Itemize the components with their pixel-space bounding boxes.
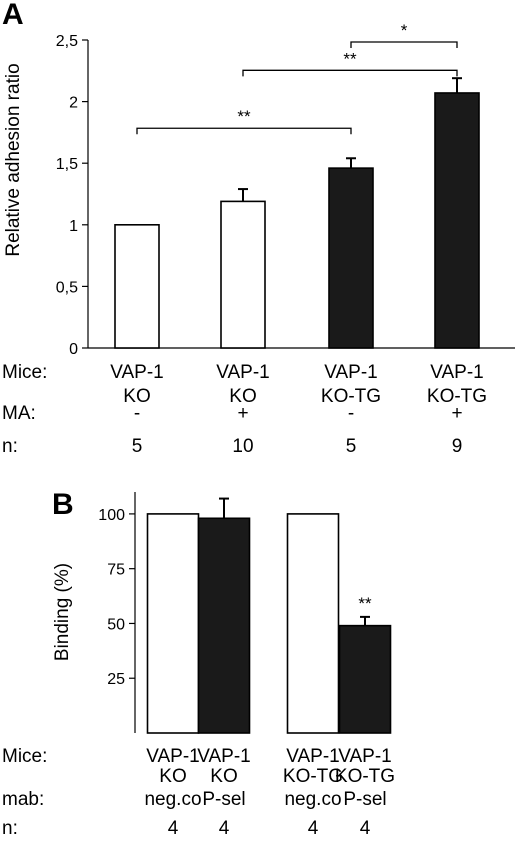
significance-label: * xyxy=(401,21,408,40)
panel-b-letter: B xyxy=(52,488,74,521)
category-label-line2: KO xyxy=(123,386,150,407)
n-value: 4 xyxy=(168,818,179,839)
bar xyxy=(338,624,392,734)
category-label-line1: VAP-1 xyxy=(324,362,378,383)
bar xyxy=(434,92,480,349)
bar-annotation: ** xyxy=(358,594,372,613)
bar xyxy=(197,517,251,734)
category-label-line2: KO-TG xyxy=(335,766,395,787)
bar xyxy=(328,167,374,349)
n-value: 4 xyxy=(219,818,230,839)
category-label-line2: KO-TG xyxy=(427,386,487,407)
mab-value: P-sel xyxy=(343,789,386,810)
y-tick-label: 25 xyxy=(107,671,125,688)
n-value: 4 xyxy=(360,818,371,839)
category-label-line1: VAP-1 xyxy=(430,362,484,383)
panel-b-chart: 255075100VAP-1KOVAP-1KOVAP-1KO-TGVAP-1KO… xyxy=(2,492,395,839)
n-value: 10 xyxy=(232,436,253,457)
ma-value: - xyxy=(348,403,354,424)
ma-value: - xyxy=(134,403,140,424)
y-tick-label: 2 xyxy=(69,95,78,112)
mab-value: neg.co xyxy=(284,789,341,810)
n-value: 9 xyxy=(452,436,463,457)
panel-a-letter: A xyxy=(2,0,24,31)
significance-bracket xyxy=(350,41,458,48)
n-value: 5 xyxy=(132,436,143,457)
significance-bracket xyxy=(242,69,458,77)
category-label-line2: KO xyxy=(229,386,256,407)
category-label-line2: KO-TG xyxy=(321,386,381,407)
y-tick-label: 2,5 xyxy=(56,33,78,50)
category-label-line2: KO-TG xyxy=(283,766,343,787)
category-label-line2: KO xyxy=(159,766,186,787)
ma-row-label: MA: xyxy=(2,403,36,424)
bar xyxy=(286,513,340,734)
y-tick-label: 100 xyxy=(98,507,125,524)
y-tick-label: 0 xyxy=(69,341,78,358)
mab-row-label: mab: xyxy=(2,789,44,810)
n-row-label: n: xyxy=(2,436,18,457)
category-label-line1: VAP-1 xyxy=(216,362,270,383)
mab-value: neg.co xyxy=(144,789,201,810)
y-tick-label: 50 xyxy=(107,616,125,633)
significance-label: ** xyxy=(343,49,357,68)
n-value: 4 xyxy=(308,818,319,839)
category-label-line1: VAP-1 xyxy=(146,746,200,767)
y-tick-label: 1 xyxy=(69,218,78,235)
n-row-label: n: xyxy=(2,818,18,839)
category-label-line1: VAP-1 xyxy=(110,362,164,383)
category-label-line1: VAP-1 xyxy=(338,746,392,767)
bar xyxy=(146,513,200,734)
mice-row-label: Mice: xyxy=(2,362,47,383)
ma-value: + xyxy=(237,403,248,424)
y-tick-label: 75 xyxy=(107,562,125,579)
panel-a-ylabel: Relative adhesion ratio xyxy=(3,63,24,256)
bar xyxy=(114,224,160,349)
mice-row-label: Mice: xyxy=(2,746,47,767)
category-label-line2: KO xyxy=(210,766,237,787)
n-value: 5 xyxy=(346,436,357,457)
significance-bracket xyxy=(136,127,352,135)
y-tick-label: 1,5 xyxy=(56,156,78,173)
category-label-line1: VAP-1 xyxy=(286,746,340,767)
category-label-line1: VAP-1 xyxy=(197,746,251,767)
panel-b-ylabel: Binding (%) xyxy=(52,563,73,661)
ma-value: + xyxy=(451,403,462,424)
mab-value: P-sel xyxy=(202,789,245,810)
y-tick-label: 0,5 xyxy=(56,279,78,296)
bar xyxy=(220,200,266,349)
significance-label: ** xyxy=(237,107,251,126)
panel-a-chart: 0 0,5 1 1,5 2 2,5 VAP-1 KO VAP-1 KO VAP-1 KO-TG VAP-… xyxy=(2,21,515,457)
